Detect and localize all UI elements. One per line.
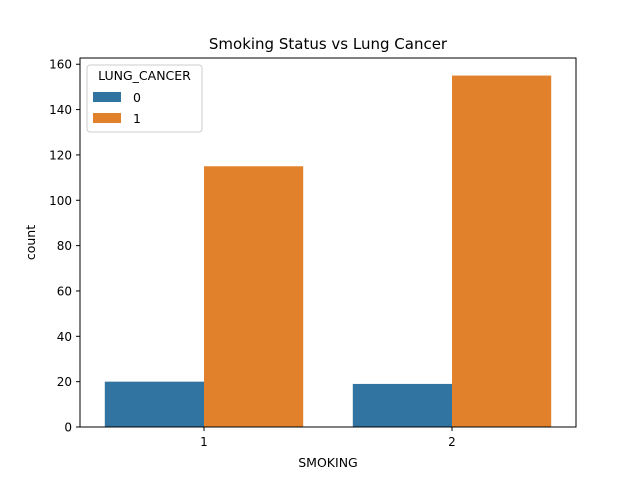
bar-smoking-1-lung-cancer-1 bbox=[204, 166, 304, 427]
chart-title: Smoking Status vs Lung Cancer bbox=[209, 35, 448, 53]
plot-frame bbox=[79, 57, 577, 428]
x-axis-label: SMOKING bbox=[298, 455, 357, 470]
y-tick-label: 20 bbox=[57, 375, 72, 389]
bars-group bbox=[104, 75, 552, 428]
y-tick-label: 80 bbox=[57, 239, 72, 253]
bar-smoking-1-lung-cancer-0 bbox=[104, 381, 204, 427]
legend-label-0: 0 bbox=[133, 90, 141, 105]
x-tick-label: 2 bbox=[448, 435, 456, 449]
x-tick-label: 1 bbox=[200, 435, 208, 449]
y-tick-label: 100 bbox=[49, 194, 72, 208]
y-tick-label: 140 bbox=[49, 103, 72, 117]
legend-swatch-1 bbox=[93, 113, 121, 123]
legend-swatch-0 bbox=[93, 92, 121, 102]
legend-title: LUNG_CANCER bbox=[98, 68, 191, 83]
legend-label-1: 1 bbox=[133, 111, 141, 126]
y-tick-label: 0 bbox=[64, 421, 72, 435]
bar-smoking-2-lung-cancer-1 bbox=[452, 75, 552, 428]
y-tick-label: 120 bbox=[49, 148, 72, 162]
y-tick-label: 60 bbox=[57, 284, 72, 298]
bar-smoking-2-lung-cancer-0 bbox=[352, 383, 452, 427]
y-axis: 0 20 40 60 80 100 120 140 160 bbox=[49, 58, 80, 435]
y-axis-label: count bbox=[23, 225, 38, 260]
y-tick-label: 160 bbox=[49, 58, 72, 72]
y-tick-label: 40 bbox=[57, 330, 72, 344]
legend: LUNG_CANCER 0 1 bbox=[86, 64, 203, 133]
